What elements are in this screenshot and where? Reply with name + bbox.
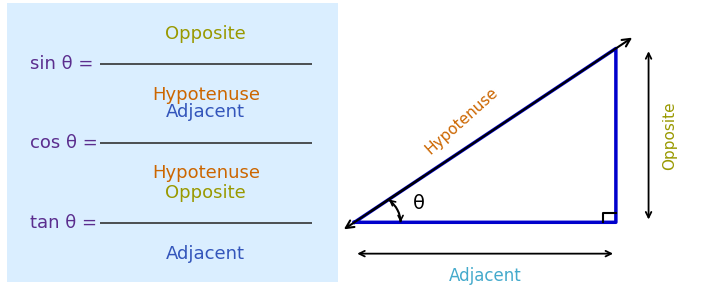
Text: sin θ =: sin θ = <box>31 55 94 73</box>
Text: Opposite: Opposite <box>165 184 246 202</box>
Text: Adjacent: Adjacent <box>167 103 245 121</box>
Text: θ: θ <box>413 194 425 213</box>
Text: cos θ =: cos θ = <box>31 133 98 152</box>
Text: Adjacent: Adjacent <box>167 245 245 263</box>
Text: Opposite: Opposite <box>165 25 246 42</box>
FancyBboxPatch shape <box>1 0 345 285</box>
Text: Adjacent: Adjacent <box>449 267 521 285</box>
Text: Hypotenuse: Hypotenuse <box>423 85 501 157</box>
Text: Hypotenuse: Hypotenuse <box>152 164 260 182</box>
Text: tan θ =: tan θ = <box>31 215 98 233</box>
Text: Hypotenuse: Hypotenuse <box>152 86 260 104</box>
Text: Opposite: Opposite <box>662 101 677 170</box>
